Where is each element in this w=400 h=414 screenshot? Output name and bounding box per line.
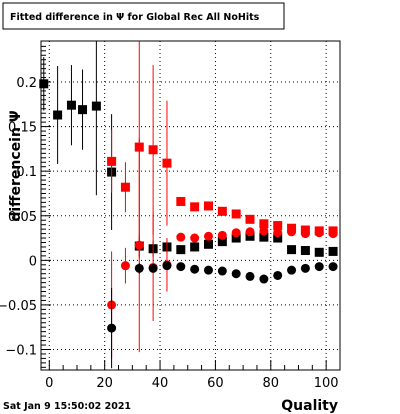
data-point-square <box>273 221 283 231</box>
data-point-circle <box>231 228 241 238</box>
data-point-square <box>162 158 172 168</box>
data-point-circle <box>300 263 310 273</box>
data-point-square <box>231 209 241 219</box>
data-point-square <box>314 247 324 257</box>
data-point-circle <box>314 228 324 238</box>
data-point-circle <box>287 227 297 237</box>
data-point-square <box>203 239 213 249</box>
timestamp: Sat Jan 9 15:50:02 2021 <box>3 401 131 412</box>
axis-ticks: 0 20 40 60 80 100 −0.1 −0.05 0 0.05 0.1 0.15 0.2 <box>0 45 339 391</box>
data-point-circle <box>231 269 241 279</box>
x-tick-label: 60 <box>207 376 224 391</box>
data-point-square <box>259 219 269 229</box>
y-tick-label: 0.2 <box>16 76 37 91</box>
data-point-square <box>245 214 255 224</box>
data-point-square <box>120 182 130 192</box>
data-point-square <box>176 245 186 255</box>
data-point-circle <box>245 227 255 237</box>
data-point-circle <box>273 228 283 238</box>
x-tick-label: 80 <box>263 376 280 391</box>
data-point-circle <box>217 266 227 276</box>
data-point-square <box>328 246 338 256</box>
data-point-square <box>259 232 269 242</box>
data-marks <box>39 41 338 369</box>
data-point-square <box>66 100 76 110</box>
data-point-circle <box>245 271 255 281</box>
x-tick-label: 0 <box>45 376 53 391</box>
x-axis-title: Quality <box>281 398 338 414</box>
data-point-circle <box>190 233 200 243</box>
data-point-square <box>148 145 158 155</box>
data-point-square <box>217 237 227 247</box>
data-point-circle <box>217 230 227 240</box>
y-axis-title: differencein Ψ <box>8 110 24 221</box>
data-point-circle <box>259 274 269 284</box>
data-point-square <box>231 233 241 243</box>
y-tick-label: −0.05 <box>0 299 37 314</box>
data-point-square <box>190 202 200 212</box>
data-point-circle <box>328 262 338 272</box>
data-point-square <box>39 79 49 89</box>
data-point-square <box>78 105 88 115</box>
y-tick-label: −0.1 <box>5 343 37 358</box>
data-point-circle <box>107 323 117 333</box>
data-point-square <box>273 233 283 243</box>
data-point-square <box>300 246 310 256</box>
data-point-circle <box>273 270 283 280</box>
data-point-circle <box>300 229 310 239</box>
data-point-circle <box>120 261 130 271</box>
data-point-circle <box>176 262 186 272</box>
data-point-square <box>91 101 101 111</box>
data-point-square <box>190 242 200 252</box>
data-point-circle <box>287 265 297 275</box>
data-point-circle <box>134 263 144 273</box>
data-point-circle <box>203 265 213 275</box>
x-tick-label: 100 <box>314 376 339 391</box>
data-point-circle <box>328 229 338 239</box>
grid-lines <box>41 41 340 370</box>
plot-frame <box>40 40 341 371</box>
data-point-square <box>203 201 213 211</box>
y-tick-label: 0.05 <box>8 210 37 225</box>
data-point-square <box>287 245 297 255</box>
y-tick-label: 0.15 <box>8 121 37 136</box>
data-point-square <box>107 156 117 166</box>
x-tick-label: 40 <box>152 376 169 391</box>
chart-title: Fitted difference in Ψ for Global Rec Al… <box>10 12 260 23</box>
data-point-square <box>176 196 186 206</box>
x-tick-label: 20 <box>96 376 113 391</box>
y-tick-label: 0.1 <box>16 165 37 180</box>
data-point-circle <box>176 232 186 242</box>
y-tick-label: 0 <box>29 254 37 269</box>
data-point-circle <box>134 240 144 250</box>
title-box <box>2 2 285 30</box>
data-point-circle <box>314 262 324 272</box>
data-point-square <box>53 110 63 120</box>
data-point-circle <box>162 261 172 271</box>
data-point-square <box>217 206 227 216</box>
data-point-circle <box>190 264 200 274</box>
data-point-circle <box>259 226 269 236</box>
data-point-circle <box>148 263 158 273</box>
data-point-circle <box>203 231 213 241</box>
